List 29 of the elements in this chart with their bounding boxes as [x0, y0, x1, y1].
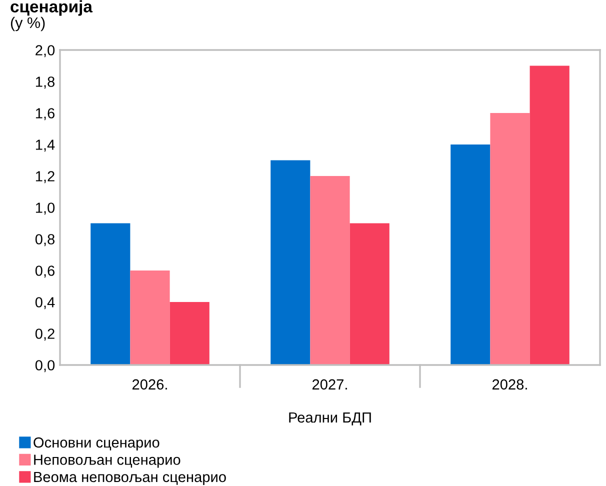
y-tick-label: 0,8: [35, 234, 55, 246]
bar: [310, 176, 350, 365]
y-tick-label: 2,0: [36, 45, 55, 58]
y-tick-label: 1,8: [36, 76, 55, 89]
x-tick-label: 2027.: [312, 379, 347, 390]
bar: [530, 66, 570, 365]
bar: [130, 270, 170, 365]
legend-label: Веома неповољан сценарио: [34, 472, 226, 486]
bar: [270, 160, 310, 365]
y-tick-label: 1,4: [36, 140, 55, 152]
bar: [450, 144, 490, 365]
bar: [350, 223, 390, 365]
y-tick-label: 0,0: [35, 360, 55, 372]
y-tick-label: 1,0: [36, 202, 55, 215]
y-tick-label: 0,4: [35, 297, 55, 310]
bar: [490, 113, 530, 365]
x-axis-title: Реални БДП: [289, 412, 371, 426]
y-tick-label: 1,2: [36, 171, 54, 184]
x-tick-label: 2026.: [132, 379, 167, 390]
bar: [170, 302, 210, 365]
chart-title: сценарија: [10, 0, 93, 16]
y-tick-label: 1,6: [36, 108, 54, 120]
chart-subtitle: (у %): [10, 16, 45, 32]
x-tick-label: 2028.: [492, 379, 527, 390]
legend-label: Основни сценарио: [34, 437, 160, 451]
y-tick-label: 0,2: [35, 328, 54, 341]
bar: [90, 223, 130, 365]
y-tick-label: 0,6: [35, 266, 54, 278]
legend-label: Неповољан сценарио: [34, 454, 180, 468]
